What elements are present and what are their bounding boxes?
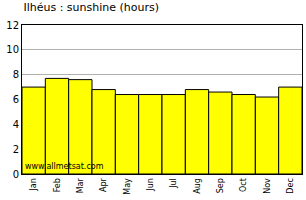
- svg-text:Ilhéus : sunshine (hours): Ilhéus : sunshine (hours): [23, 1, 159, 14]
- svg-text:Aug: Aug: [193, 178, 202, 194]
- svg-text:2: 2: [13, 144, 19, 155]
- svg-text:Apr: Apr: [99, 177, 108, 192]
- svg-text:12: 12: [6, 20, 19, 31]
- svg-text:4: 4: [13, 119, 19, 130]
- svg-text:8: 8: [13, 69, 19, 80]
- svg-text:May: May: [123, 178, 132, 195]
- svg-text:Feb: Feb: [53, 178, 62, 192]
- svg-text:Nov: Nov: [263, 178, 272, 194]
- svg-text:Jun: Jun: [146, 178, 155, 192]
- svg-text:www.allmetsat.com: www.allmetsat.com: [25, 162, 104, 171]
- svg-text:10: 10: [6, 44, 19, 55]
- svg-text:Sep: Sep: [216, 178, 225, 193]
- svg-text:6: 6: [13, 94, 19, 105]
- svg-text:Jan: Jan: [29, 178, 38, 191]
- svg-text:Oct: Oct: [239, 178, 248, 192]
- svg-text:0: 0: [13, 169, 19, 180]
- svg-text:Dec: Dec: [286, 178, 295, 193]
- svg-text:Mar: Mar: [76, 177, 85, 193]
- svg-text:Jul: Jul: [169, 178, 178, 189]
